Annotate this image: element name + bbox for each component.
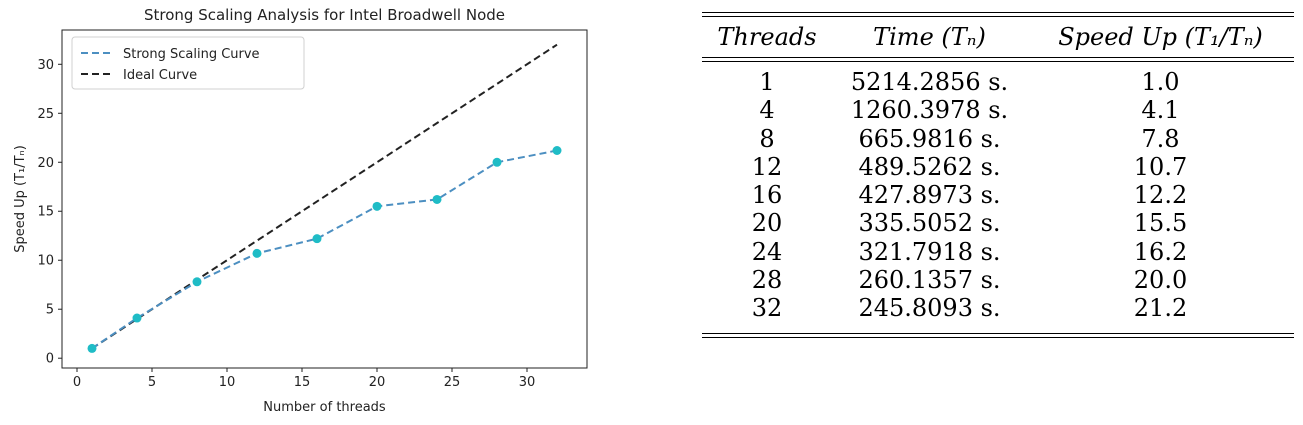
table-header-row: Threads Time (Tₙ) Speed Up (T₁/Tₙ): [702, 20, 1294, 54]
table-header-rule-inner: [702, 61, 1294, 62]
y-tick-label: 25: [37, 107, 54, 122]
table-top-rule: [702, 12, 1294, 13]
table-top-rule-inner: [702, 16, 1294, 17]
strong-scaling-point: [552, 146, 562, 156]
legend-label: Strong Scaling Curve: [123, 47, 260, 62]
cell-threads: 4: [759, 96, 775, 125]
cell-time: 1260.3978 s.: [850, 96, 1009, 125]
strong-scaling-point: [132, 313, 142, 323]
strong-scaling-point: [87, 343, 97, 353]
y-tick-label: 30: [37, 58, 54, 73]
legend-label: Ideal Curve: [123, 68, 197, 83]
cell-speedup: 16.2: [1133, 237, 1188, 266]
x-tick-label: 0: [73, 375, 81, 390]
cell-time: 321.7918 s.: [858, 237, 1001, 266]
plot-frame: [61, 29, 588, 369]
cell-time: 260.1357 s.: [858, 266, 1001, 295]
cell-time: 335.5052 s.: [858, 209, 1001, 238]
y-tick-label: 15: [37, 205, 54, 220]
table-header-rule: [702, 57, 1294, 58]
legend-box: [71, 36, 305, 90]
cell-threads: 20: [751, 209, 783, 238]
results-table: Threads Time (Tₙ) Speed Up (T₁/Tₙ) 1 5214…: [702, 12, 1294, 338]
x-tick-label: 10: [219, 375, 236, 390]
cell-speedup: 7.8: [1141, 124, 1180, 153]
x-tick-label: 20: [369, 375, 386, 390]
table-body: 1 5214.2856 s. 1.0 4 1260.3978 s. 4.1 8 665.981…: [702, 68, 1294, 323]
scaling-chart: Strong Scaling Analysis for Intel Broadw…: [0, 0, 600, 425]
strong-scaling-point: [432, 194, 442, 204]
cell-threads: 16: [751, 181, 783, 210]
cell-speedup: 4.1: [1141, 96, 1180, 125]
cell-threads: 1: [759, 68, 775, 96]
cell-speedup: 21.2: [1133, 294, 1188, 323]
x-tick-label: 25: [444, 375, 461, 390]
cell-time: 665.9816 s.: [858, 124, 1001, 153]
chart-title: Strong Scaling Analysis for Intel Broadw…: [144, 6, 505, 24]
x-tick-label: 30: [519, 375, 536, 390]
y-tick-label: 10: [37, 254, 54, 269]
strong-scaling-point: [192, 277, 202, 287]
cell-speedup: 10.7: [1133, 152, 1188, 181]
cell-threads: 8: [759, 124, 775, 153]
cell-threads: 12: [751, 152, 783, 181]
cell-speedup: 15.5: [1133, 209, 1188, 238]
cell-speedup: 12.2: [1133, 181, 1188, 210]
y-tick-label: 20: [37, 156, 54, 171]
cell-speedup: 20.0: [1133, 266, 1188, 295]
table-bottom-rule-inner: [702, 336, 1294, 338]
x-tick-label: 15: [294, 375, 311, 390]
header-speedup: Speed Up (T₁/Tₙ): [1058, 23, 1263, 51]
y-tick-label: 0: [46, 352, 54, 367]
x-axis-label: Number of threads: [263, 400, 386, 415]
strong-scaling-point: [372, 201, 382, 211]
strong-scaling-point: [312, 234, 322, 244]
cell-threads: 24: [751, 237, 783, 266]
chart-svg: Strong Scaling Analysis for Intel Broadw…: [13, 6, 588, 415]
strong-scaling-line: [91, 149, 558, 350]
strong-scaling-point: [492, 157, 502, 167]
header-time: Time (Tₙ): [873, 23, 986, 51]
cell-threads: 28: [751, 266, 783, 295]
strong-scaling-point: [252, 248, 262, 258]
cell-speedup: 1.0: [1141, 68, 1180, 96]
cell-time: 5214.2856 s.: [850, 68, 1009, 96]
cell-time: 427.8973 s.: [858, 181, 1001, 210]
y-axis-label: Speed Up (T₁/Tₙ): [13, 145, 28, 253]
x-tick-label: 5: [148, 375, 156, 390]
cell-threads: 32: [751, 294, 783, 323]
cell-time: 489.5262 s.: [858, 152, 1001, 181]
table-bottom-rule: [702, 332, 1294, 334]
y-tick-label: 5: [46, 303, 54, 318]
cell-time: 245.8093 s.: [858, 294, 1001, 323]
header-threads: Threads: [717, 23, 817, 51]
